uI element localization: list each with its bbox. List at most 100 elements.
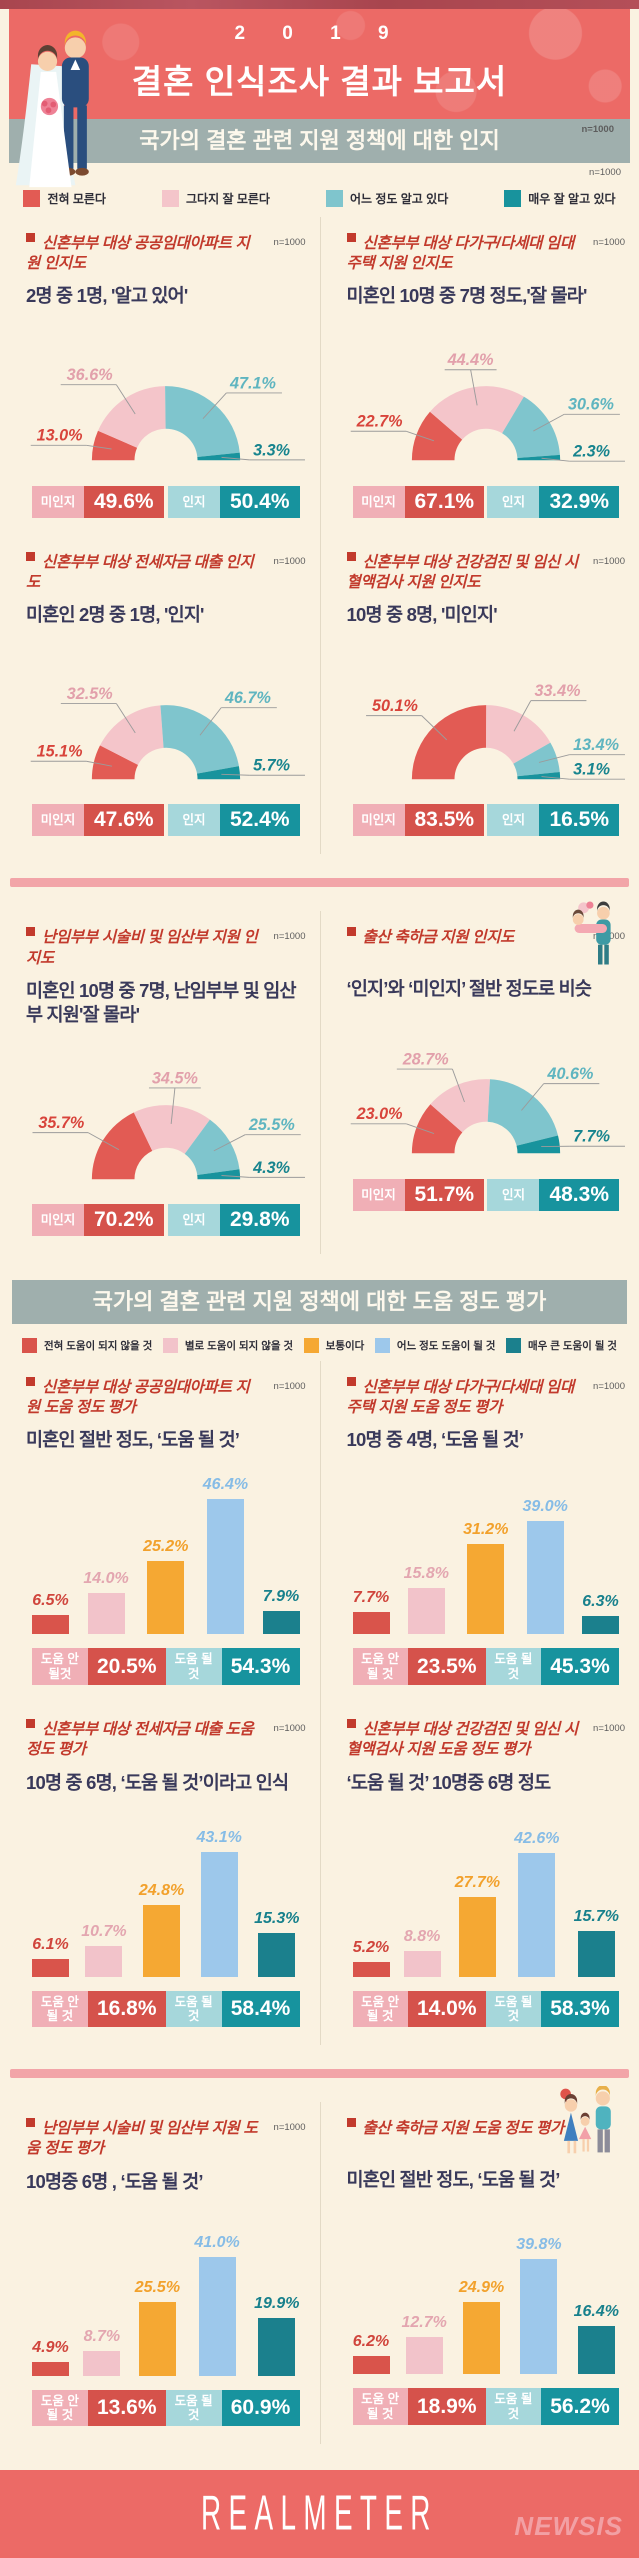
bar: [408, 1588, 445, 1634]
chart-title: 신혼부부 대상 공공임대아파트 지원 도움 정도 평가: [26, 1379, 249, 1416]
legend-swatch: [375, 1338, 390, 1353]
chart-header: 신혼부부 대상 다가구/다세대 임대주택 지원 인지도 n=1000: [347, 233, 626, 274]
segment-value-label: 15.1%: [36, 743, 82, 761]
title-bullet-icon: [26, 233, 35, 242]
footer-bar: REALMETER NEWSIS: [0, 2470, 639, 2558]
semi-donut-chart: 50.1%33.4%13.4%3.1%: [347, 631, 625, 790]
summary-value: 23.5%: [408, 1648, 486, 1685]
bar: [201, 1852, 238, 1977]
summary-value: 52.4%: [220, 804, 300, 836]
chart-subtitle: ‘인지’와 ‘미인지’ 절반 정도로 비슷: [347, 977, 626, 1001]
summary-value: 48.3%: [539, 1179, 619, 1211]
segment-value-label: 32.5%: [67, 685, 113, 703]
bar-chart: 6.2%12.7%24.9%39.8%16.4%: [347, 2206, 626, 2374]
bar-value-label: 46.4%: [203, 1476, 248, 1494]
bar-value-label: 16.4%: [574, 2303, 619, 2321]
sample-size-label: n=1000: [274, 556, 306, 567]
summary-value: 58.3%: [541, 1991, 619, 2028]
bar: [147, 1561, 184, 1634]
summary-label: 도움 안될 것: [353, 1648, 408, 1685]
summary-value: 54.3%: [222, 1648, 300, 1685]
bar-column: 39.8%: [516, 2236, 561, 2374]
segment-value-label: 5.7%: [253, 757, 290, 775]
summary-value: 29.8%: [220, 1204, 300, 1236]
section-help-title: 국가의 결혼 관련 지원 정책에 대한 도움 정도 평가: [93, 1289, 547, 1314]
title-bullet-icon: [26, 927, 35, 936]
bar: [463, 2302, 500, 2374]
chart-subtitle: 10명 중 6명, ‘도움 될 것’이라고 인식: [26, 1771, 306, 1795]
bar-column: 4.9%: [32, 2339, 69, 2376]
bar-value-label: 8.8%: [404, 1928, 440, 1946]
summary-label: 도움 될 것: [486, 1991, 541, 2028]
bar-value-label: 24.8%: [139, 1882, 184, 1900]
bar-value-label: 10.7%: [81, 1923, 126, 1941]
segment-value-label: 50.1%: [372, 697, 418, 715]
legend-swatch: [162, 190, 179, 207]
bar-column: 6.2%: [353, 2333, 390, 2374]
title-bullet-icon: [347, 233, 356, 242]
bar-value-label: 6.5%: [32, 1592, 68, 1610]
summary-label: 인지: [487, 486, 539, 518]
segment-value-label: 3.3%: [253, 442, 290, 460]
bar-column: 8.8%: [404, 1928, 441, 1977]
semi-donut-chart: 13.0%36.6%47.1%3.3%: [27, 312, 305, 471]
segment-value-label: 46.7%: [224, 689, 271, 707]
summary-value: 16.8%: [88, 1991, 166, 2028]
bar-value-label: 41.0%: [194, 2234, 239, 2252]
segment-value-label: 13.0%: [36, 427, 82, 445]
summary-value: 83.5%: [405, 804, 485, 836]
segment-value-label: 22.7%: [355, 413, 402, 431]
summary-label: 도움 될 것: [166, 1991, 222, 2028]
bar: [520, 2259, 557, 2374]
segment-value-label: 47.1%: [229, 375, 276, 393]
bar: [32, 2362, 69, 2376]
bar: [406, 2337, 443, 2374]
bar-column: 25.2%: [143, 1538, 188, 1634]
bar-column: 6.3%: [582, 1593, 619, 1634]
summary-label: 도움 될것: [486, 1648, 541, 1685]
sample-size-label: n=1000: [593, 237, 625, 248]
chart-subtitle: 10명 중 4명, ‘도움 될 것’: [347, 1428, 626, 1452]
chart-title: 신혼부부 대상 다가구/다세대 임대주택 지원 인지도: [347, 235, 574, 272]
bar-column: 5.2%: [353, 1939, 390, 1977]
bar: [527, 1521, 564, 1634]
chart-title: 신혼부부 대상 건강검진 및 임신 시 혈액검사 지원 인지도: [347, 554, 578, 591]
segment-value-label: 4.3%: [252, 1159, 290, 1177]
summary-value: 13.6%: [88, 2390, 166, 2427]
summary-label: 미인지: [353, 1179, 405, 1211]
summary-value: 51.7%: [405, 1179, 485, 1211]
bar-chart: 6.5%14.0%25.2%46.4%7.9%: [26, 1466, 306, 1634]
summary-value: 49.6%: [84, 486, 164, 518]
donut-segment: [412, 705, 486, 779]
segment-value-label: 33.4%: [534, 682, 580, 700]
summary-value: 67.1%: [405, 486, 485, 518]
legend-label: 매우 잘 알고 있다: [528, 190, 615, 207]
summary-label: 미인지: [32, 804, 84, 836]
couple-carry-illustration: [571, 897, 625, 969]
legend-item: 그다지 잘 모른다: [162, 190, 270, 207]
bar: [582, 1616, 619, 1634]
bar-column: 12.7%: [402, 2314, 447, 2374]
title-bullet-icon: [347, 927, 356, 936]
bar-value-label: 5.2%: [353, 1939, 389, 1957]
